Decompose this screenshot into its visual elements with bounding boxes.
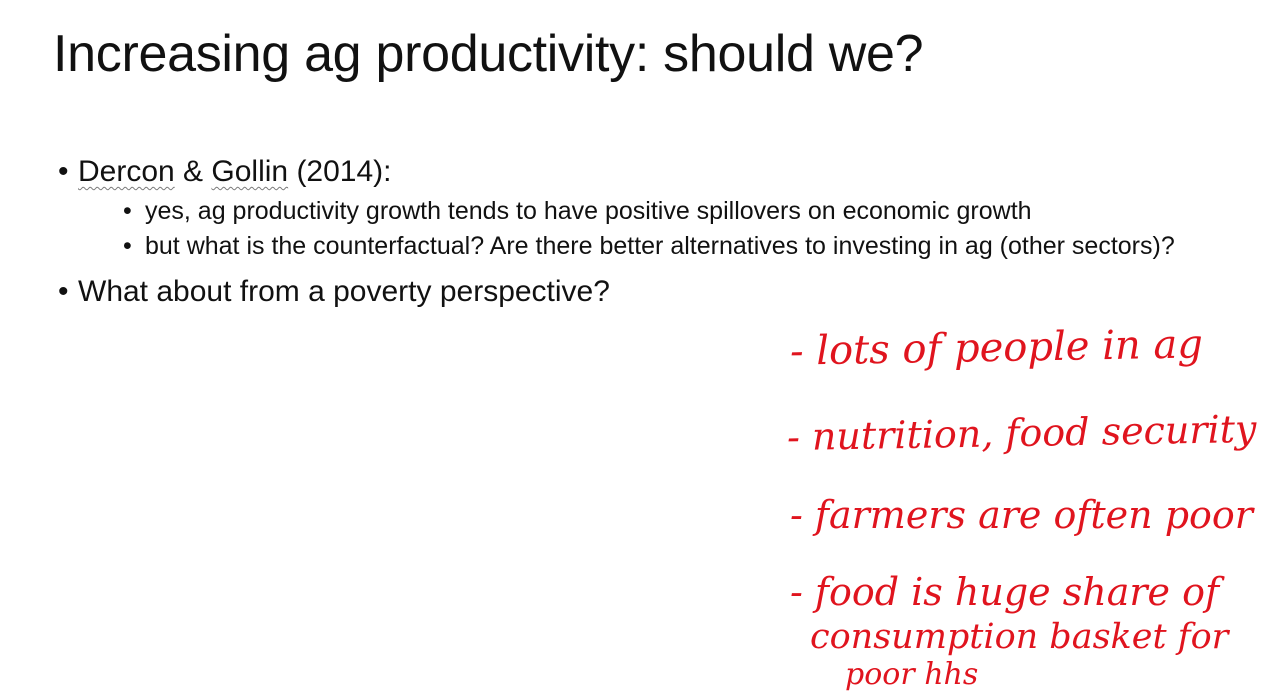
- note-poor-hhs: poor hhs: [845, 657, 979, 692]
- note-food-share: - food is huge share of: [790, 570, 1220, 614]
- ampersand: &: [174, 155, 212, 188]
- note-lots-of-people: - lots of people in ag: [789, 321, 1204, 375]
- bullet-citation: Dercon & Gollin (2014): yes, ag producti…: [58, 150, 1258, 262]
- author-dercon: Dercon: [78, 155, 175, 188]
- sub-bullet-list: yes, ag productivity growth tends to hav…: [78, 196, 1258, 262]
- bullet-poverty: What about from a poverty perspective?: [58, 270, 1258, 314]
- note-farmers: - farmers are often poor: [790, 493, 1253, 537]
- handwritten-notes: - lots of people in ag - nutrition, food…: [760, 318, 1270, 693]
- bullet-list: Dercon & Gollin (2014): yes, ag producti…: [58, 150, 1258, 320]
- sub-bullet-counterfactual: but what is the counterfactual? Are ther…: [123, 231, 1245, 262]
- slide-title: Increasing ag productivity: should we?: [53, 25, 924, 83]
- citation-year: (2014):: [288, 155, 392, 188]
- note-nutrition: - nutrition, food security: [786, 406, 1257, 460]
- sub-bullet-spillovers: yes, ag productivity growth tends to hav…: [123, 196, 1245, 227]
- author-gollin: Gollin: [211, 155, 289, 188]
- note-consumption: consumption basket for: [810, 617, 1229, 657]
